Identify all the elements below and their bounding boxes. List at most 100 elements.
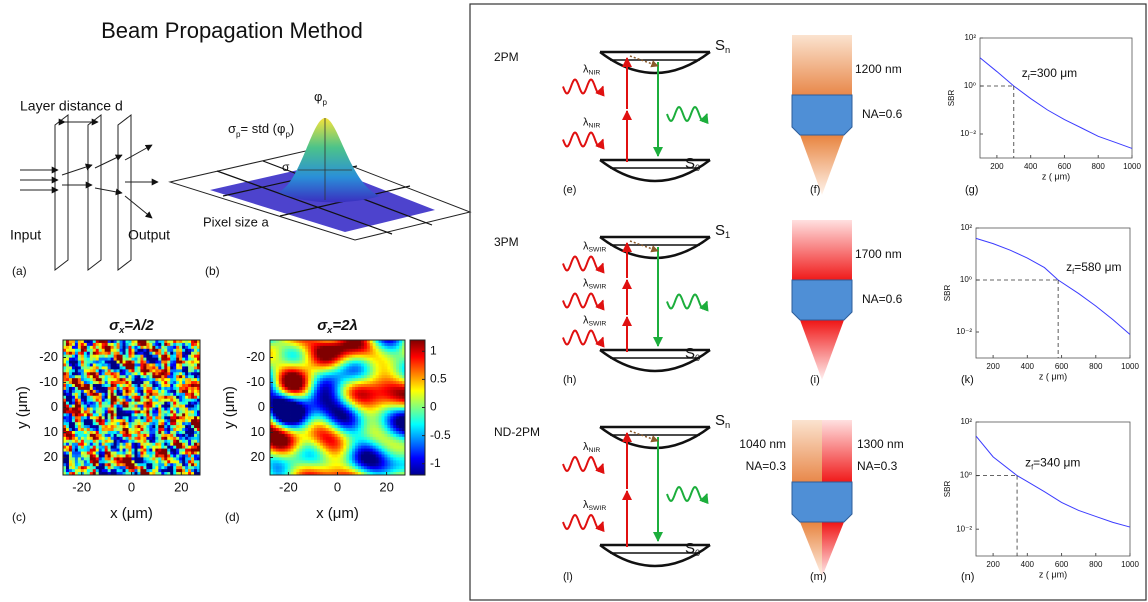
pixel <box>176 469 179 472</box>
pixel <box>361 393 364 396</box>
pixel <box>367 434 370 437</box>
pixel <box>346 361 349 364</box>
pixel <box>87 390 90 393</box>
pixel <box>87 352 90 355</box>
pixel <box>179 358 182 361</box>
pixel <box>393 422 396 425</box>
pixel <box>270 402 273 405</box>
pixel <box>117 410 120 413</box>
pixel <box>99 343 102 346</box>
pixel <box>155 408 158 411</box>
pixel <box>314 428 317 431</box>
pixel <box>320 349 323 352</box>
pixel <box>305 410 308 413</box>
pixel <box>279 396 282 399</box>
pixel <box>396 449 399 452</box>
pixel <box>126 399 129 402</box>
pixel <box>355 460 358 463</box>
pixel <box>340 449 343 452</box>
pixel <box>338 349 341 352</box>
pixel <box>158 463 161 466</box>
pixel <box>87 405 90 408</box>
pixel <box>326 431 329 434</box>
pixel <box>317 437 320 440</box>
pixel <box>343 363 346 366</box>
pixel <box>164 378 167 381</box>
pixel <box>72 425 75 428</box>
pixel <box>105 372 108 375</box>
pixel <box>384 375 387 378</box>
pixel <box>132 387 135 390</box>
pixel <box>291 463 294 466</box>
pixel <box>288 443 291 446</box>
pixel <box>188 402 191 405</box>
pixel <box>367 366 370 369</box>
pixel <box>173 452 176 455</box>
pixel <box>387 396 390 399</box>
pixel <box>108 408 111 411</box>
pixel <box>72 396 75 399</box>
pixel <box>69 428 72 431</box>
pixel <box>288 469 291 472</box>
pixel <box>146 381 149 384</box>
pixel <box>123 396 126 399</box>
pixel <box>367 361 370 364</box>
pixel <box>185 343 188 346</box>
pixel <box>117 463 120 466</box>
pixel <box>352 343 355 346</box>
pixel <box>72 375 75 378</box>
pixel <box>317 384 320 387</box>
pixel <box>291 431 294 434</box>
pixel <box>108 452 111 455</box>
pixel <box>126 460 129 463</box>
pixel <box>317 422 320 425</box>
pixel <box>114 413 117 416</box>
pixel <box>332 355 335 358</box>
pixel <box>179 340 182 343</box>
pixel <box>387 463 390 466</box>
pixel <box>149 410 152 413</box>
pixel <box>134 422 137 425</box>
pixel <box>370 361 373 364</box>
pixel <box>349 349 352 352</box>
pixel <box>167 466 170 469</box>
pixel <box>170 343 173 346</box>
pixel <box>137 452 140 455</box>
pixel <box>99 387 102 390</box>
pixel <box>173 343 176 346</box>
pixel <box>308 428 311 431</box>
pixel <box>296 402 299 405</box>
pixel <box>299 361 302 364</box>
pixel <box>78 410 81 413</box>
pixel <box>155 384 158 387</box>
pixel <box>338 419 341 422</box>
pixel <box>99 452 102 455</box>
pixel <box>149 405 152 408</box>
pixel <box>158 372 161 375</box>
pixel <box>376 428 379 431</box>
pixel <box>105 440 108 443</box>
pixel <box>158 361 161 364</box>
pixel <box>305 396 308 399</box>
pixel <box>335 437 338 440</box>
pixel <box>179 449 182 452</box>
pixel <box>326 399 329 402</box>
pixel <box>299 469 302 472</box>
pixel <box>382 366 385 369</box>
pixel <box>270 452 273 455</box>
pixel <box>179 384 182 387</box>
pixel <box>367 454 370 457</box>
label: zf=580 μm <box>1066 260 1121 276</box>
pixel <box>288 457 291 460</box>
pixel <box>364 343 367 346</box>
pixel <box>346 454 349 457</box>
pixel <box>158 402 161 405</box>
pixel <box>78 469 81 472</box>
pixel <box>137 399 140 402</box>
pixel <box>120 405 123 408</box>
pixel <box>387 369 390 372</box>
pixel <box>69 422 72 425</box>
pixel <box>117 384 120 387</box>
pixel <box>96 363 99 366</box>
pixel <box>176 428 179 431</box>
